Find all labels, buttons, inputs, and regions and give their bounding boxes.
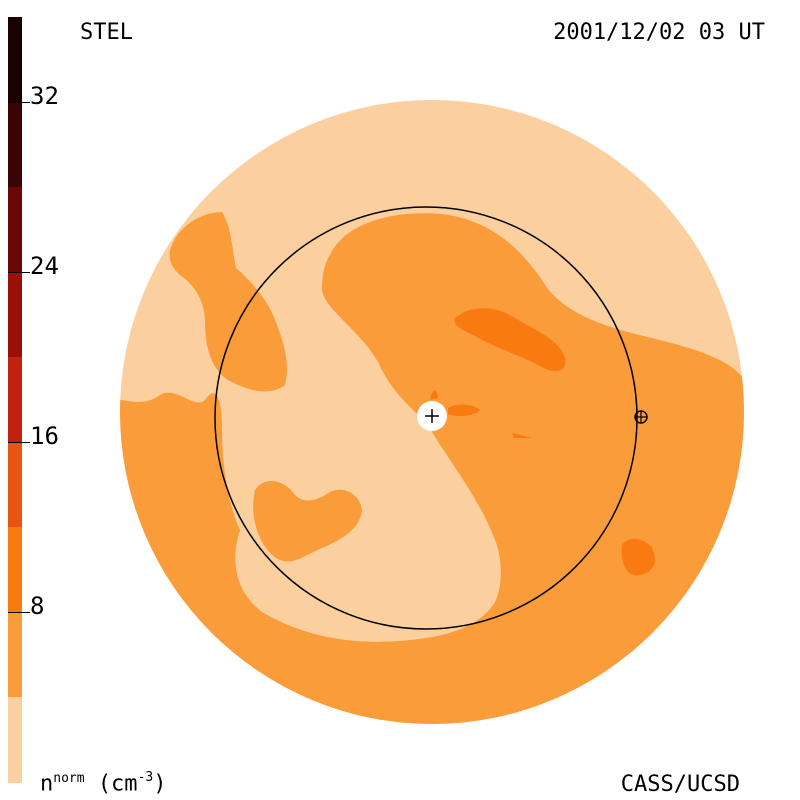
units-label: nnorm (cm-3)	[40, 770, 167, 797]
colorbar-band	[8, 187, 22, 272]
map-mid-finger	[169, 212, 287, 392]
colorbar-tick	[8, 102, 30, 103]
map-dark-patch	[448, 404, 480, 417]
map-dark-patch	[512, 433, 532, 438]
colorbar-band	[8, 17, 22, 102]
colorbar-band	[8, 697, 22, 783]
source-label: STEL	[80, 20, 133, 45]
map-mid-band	[253, 480, 362, 562]
map-dark-patch	[621, 538, 655, 576]
map-dark-patch	[454, 308, 566, 372]
map-mid-region	[120, 213, 744, 724]
colorbar-band	[8, 357, 22, 442]
colorbar-tick-label-24: 24	[30, 252, 59, 280]
colorbar-tick	[8, 442, 30, 443]
colorbar-band	[8, 102, 22, 187]
colorbar-band	[8, 612, 22, 697]
reference-orbit-circle	[214, 206, 638, 630]
credit-label: CASS/UCSD	[620, 772, 740, 797]
colorbar-tick-label-32: 32	[30, 82, 59, 110]
colorbar-band	[8, 527, 22, 612]
colorbar-tick	[8, 272, 30, 273]
map-light-lobe	[232, 387, 501, 642]
colorbar-tick-label-8: 8	[30, 592, 45, 620]
colorbar-band	[8, 272, 22, 357]
colorbar-band	[8, 442, 22, 527]
colorbar-tick	[8, 612, 30, 613]
colorbar	[8, 17, 22, 783]
colorbar-tick-label-16: 16	[30, 422, 59, 450]
map-dark-patch	[430, 390, 438, 400]
timestamp-label: 2001/12/02 03 UT	[553, 20, 765, 45]
